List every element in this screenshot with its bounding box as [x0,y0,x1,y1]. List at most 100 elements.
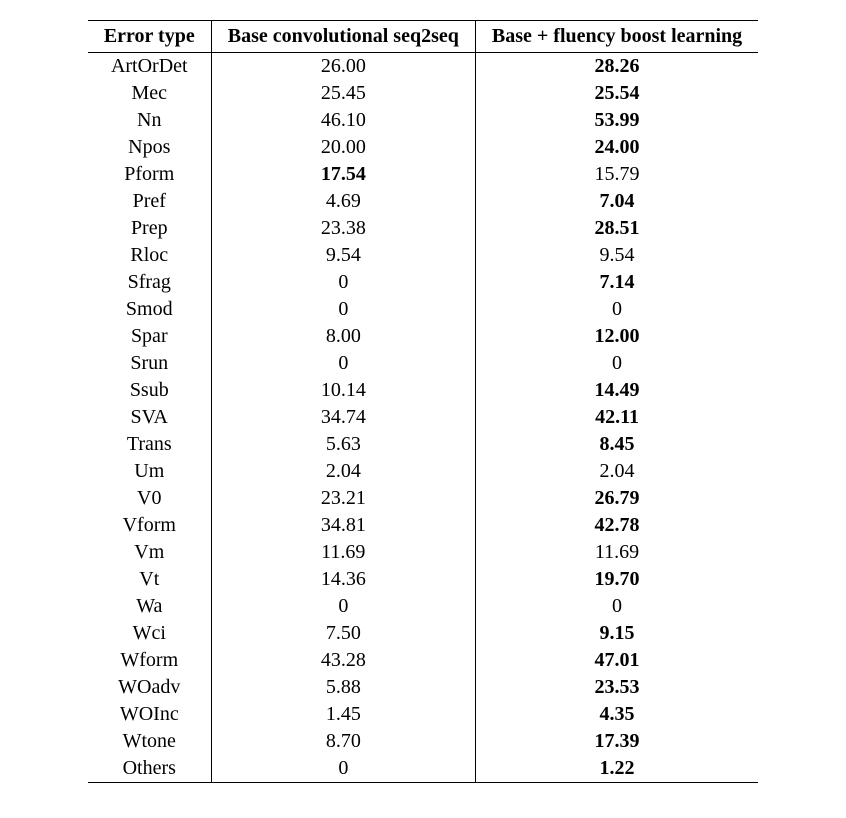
table-row: Npos20.0024.00 [88,134,758,161]
table-header: Error type Base convolutional seq2seq Ba… [88,21,758,53]
cell-error-type: Spar [88,323,211,350]
cell-fluency: 26.79 [475,485,758,512]
col-header-fluency: Base + fluency boost learning [475,21,758,53]
cell-error-type: Ssub [88,377,211,404]
cell-fluency: 7.04 [475,188,758,215]
table-row: Nn46.1053.99 [88,107,758,134]
cell-base: 34.74 [211,404,475,431]
cell-base: 25.45 [211,80,475,107]
table-row: Others01.22 [88,755,758,783]
cell-base: 23.21 [211,485,475,512]
cell-fluency: 28.51 [475,215,758,242]
cell-error-type: Sfrag [88,269,211,296]
cell-fluency: 15.79 [475,161,758,188]
cell-base: 4.69 [211,188,475,215]
cell-fluency: 9.15 [475,620,758,647]
cell-error-type: Vm [88,539,211,566]
cell-error-type: WOInc [88,701,211,728]
cell-fluency: 9.54 [475,242,758,269]
cell-fluency: 53.99 [475,107,758,134]
cell-error-type: Vform [88,512,211,539]
table-row: V023.2126.79 [88,485,758,512]
table-row: Wa00 [88,593,758,620]
table-row: Prep23.3828.51 [88,215,758,242]
cell-base: 11.69 [211,539,475,566]
cell-base: 0 [211,593,475,620]
cell-fluency: 12.00 [475,323,758,350]
cell-error-type: Pref [88,188,211,215]
cell-base: 0 [211,350,475,377]
cell-fluency: 42.78 [475,512,758,539]
cell-base: 2.04 [211,458,475,485]
cell-error-type: Trans [88,431,211,458]
cell-error-type: Others [88,755,211,783]
cell-fluency: 24.00 [475,134,758,161]
cell-base: 5.88 [211,674,475,701]
cell-fluency: 25.54 [475,80,758,107]
cell-fluency: 7.14 [475,269,758,296]
cell-error-type: Wa [88,593,211,620]
cell-base: 23.38 [211,215,475,242]
cell-base: 9.54 [211,242,475,269]
cell-fluency: 14.49 [475,377,758,404]
cell-error-type: Srun [88,350,211,377]
table-row: Wtone8.7017.39 [88,728,758,755]
cell-error-type: WOadv [88,674,211,701]
cell-base: 17.54 [211,161,475,188]
table-row: Pref4.697.04 [88,188,758,215]
table-row: Mec25.4525.54 [88,80,758,107]
cell-base: 20.00 [211,134,475,161]
table-row: Smod00 [88,296,758,323]
table-row: Wci7.509.15 [88,620,758,647]
cell-fluency: 19.70 [475,566,758,593]
table-row: Sfrag07.14 [88,269,758,296]
cell-base: 14.36 [211,566,475,593]
cell-error-type: Mec [88,80,211,107]
cell-error-type: Rloc [88,242,211,269]
cell-base: 0 [211,269,475,296]
cell-fluency: 0 [475,350,758,377]
cell-fluency: 23.53 [475,674,758,701]
table-row: Vform34.8142.78 [88,512,758,539]
cell-base: 0 [211,296,475,323]
cell-error-type: V0 [88,485,211,512]
cell-fluency: 17.39 [475,728,758,755]
cell-fluency: 4.35 [475,701,758,728]
cell-error-type: Um [88,458,211,485]
cell-base: 46.10 [211,107,475,134]
cell-fluency: 11.69 [475,539,758,566]
table-row: WOInc1.454.35 [88,701,758,728]
table-row: ArtOrDet26.0028.26 [88,53,758,81]
table-row: SVA34.7442.11 [88,404,758,431]
table-row: Srun00 [88,350,758,377]
cell-fluency: 42.11 [475,404,758,431]
col-header-error-type: Error type [88,21,211,53]
table-row: Um2.042.04 [88,458,758,485]
table-row: Spar8.0012.00 [88,323,758,350]
cell-error-type: Npos [88,134,211,161]
cell-base: 0 [211,755,475,783]
cell-fluency: 0 [475,296,758,323]
cell-fluency: 2.04 [475,458,758,485]
cell-error-type: Nn [88,107,211,134]
cell-base: 1.45 [211,701,475,728]
cell-base: 34.81 [211,512,475,539]
cell-base: 43.28 [211,647,475,674]
table-row: Rloc9.549.54 [88,242,758,269]
cell-base: 8.00 [211,323,475,350]
table-row: Trans5.638.45 [88,431,758,458]
cell-error-type: SVA [88,404,211,431]
cell-fluency: 47.01 [475,647,758,674]
table-row: Vm11.6911.69 [88,539,758,566]
cell-base: 8.70 [211,728,475,755]
results-table: Error type Base convolutional seq2seq Ba… [88,20,758,783]
cell-fluency: 8.45 [475,431,758,458]
cell-error-type: Wci [88,620,211,647]
cell-error-type: Vt [88,566,211,593]
cell-error-type: Smod [88,296,211,323]
table-row: Wform43.2847.01 [88,647,758,674]
cell-base: 10.14 [211,377,475,404]
cell-fluency: 1.22 [475,755,758,783]
cell-error-type: Wtone [88,728,211,755]
cell-error-type: Pform [88,161,211,188]
